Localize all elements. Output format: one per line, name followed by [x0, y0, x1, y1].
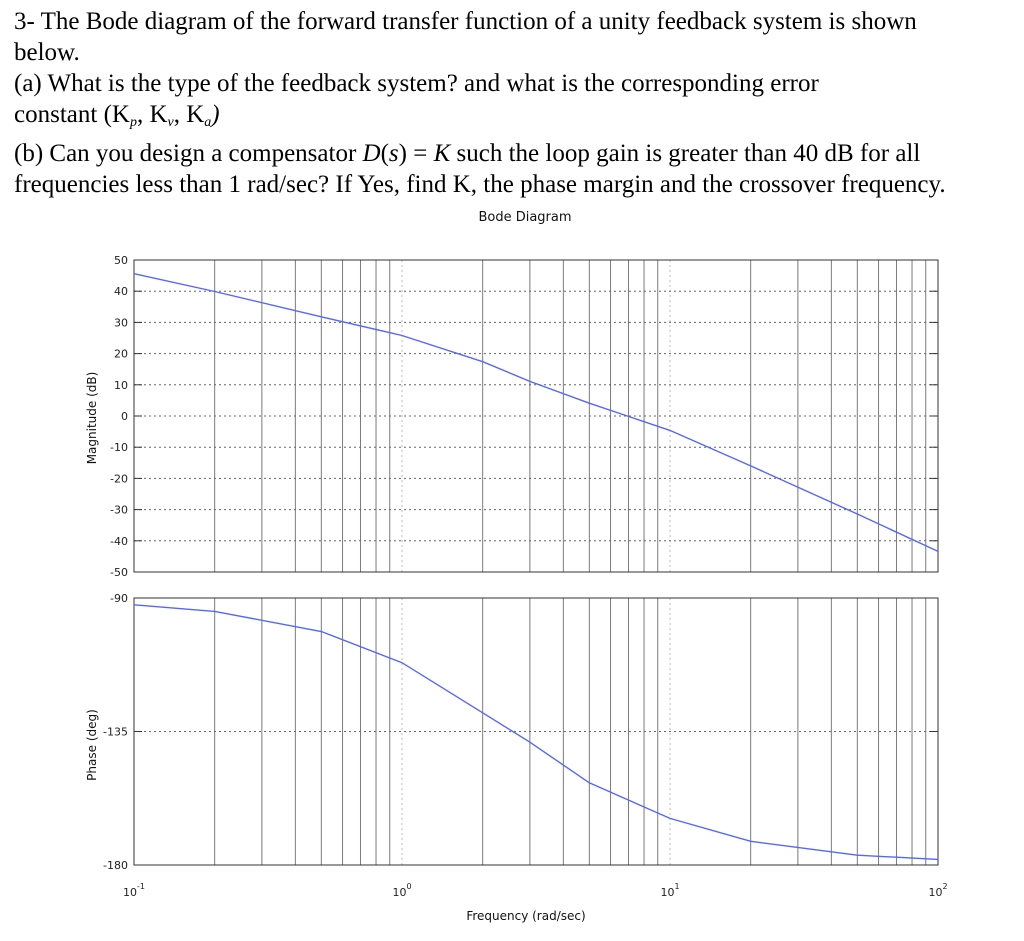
magnitude-axis-label: Magnitude (dB)	[85, 372, 99, 465]
phase-y-tick-label: -180	[103, 859, 128, 872]
question-b-start: (b) Can you design a compensator	[14, 140, 363, 167]
ka-symbol: K	[186, 101, 205, 128]
question-line-3: (a) What is the type of the feedback sys…	[14, 70, 819, 97]
magnitude-y-tick-label: -10	[110, 441, 128, 454]
question-line-6: frequencies less than 1 rad/sec? If Yes,…	[14, 171, 946, 198]
magnitude-y-tick-label: 0	[121, 410, 128, 423]
magnitude-plot-frame	[133, 259, 939, 573]
magnitude-y-tick-label: 30	[114, 316, 128, 329]
kp-symbol: K	[111, 101, 130, 128]
magnitude-y-tick-label: 40	[114, 285, 128, 298]
bode-diagram: Bode Diagram Frequency (rad/sec) Magnitu…	[85, 210, 948, 923]
ka-subscript: a	[204, 115, 212, 130]
x-tick-label: 102	[928, 882, 947, 899]
magnitude-y-tick-label: -50	[110, 566, 128, 579]
magnitude-y-tick-label: -20	[110, 472, 128, 485]
question-b-rest: such the loop gain is greater than 40 dB…	[450, 140, 921, 167]
x-tick-label: 100	[392, 882, 411, 899]
magnitude-y-tick-label: 20	[114, 348, 128, 361]
x-tick-label: 101	[660, 882, 679, 899]
magnitude-y-tick-label: -30	[110, 504, 128, 517]
magnitude-y-tick-label: 10	[114, 379, 128, 392]
question-line-2: below.	[14, 39, 80, 66]
kv-subscript: v	[167, 115, 174, 130]
plot-area: 50403020100-10-20-30-40-50-90-135-18010-…	[103, 254, 948, 899]
kp-subscript: p	[129, 115, 137, 130]
x-axis-label: Frequency (rad/sec)	[466, 909, 585, 923]
equals-sign: =	[406, 140, 434, 167]
question-line-5: (b) Can you design a compensator D(s) = …	[14, 140, 921, 167]
d-symbol: D	[362, 140, 381, 167]
question-text: 3- The Bode diagram of the forward trans…	[14, 6, 1014, 200]
constant-label: constant (	[14, 101, 112, 128]
chart-title: Bode Diagram	[478, 210, 571, 225]
k-symbol: K	[433, 140, 451, 167]
question-line-1: 3- The Bode diagram of the forward trans…	[14, 8, 917, 35]
phase-plot-frame	[133, 597, 939, 866]
phase-axis-label: Phase (deg)	[85, 709, 99, 781]
constant-close-paren: )	[211, 101, 220, 128]
phase-series-line	[133, 604, 939, 861]
x-tick-label: 10-1	[123, 882, 145, 899]
kv-symbol: K	[149, 101, 168, 128]
magnitude-y-tick-label: -40	[110, 535, 128, 548]
phase-y-tick-label: -135	[103, 726, 128, 739]
magnitude-series-line	[133, 273, 939, 553]
s-symbol: s	[388, 140, 399, 167]
phase-y-tick-label: -90	[110, 592, 128, 605]
magnitude-y-tick-label: 50	[114, 254, 128, 267]
question-line-4: constant (Kp, Kv, Ka)	[14, 101, 220, 130]
